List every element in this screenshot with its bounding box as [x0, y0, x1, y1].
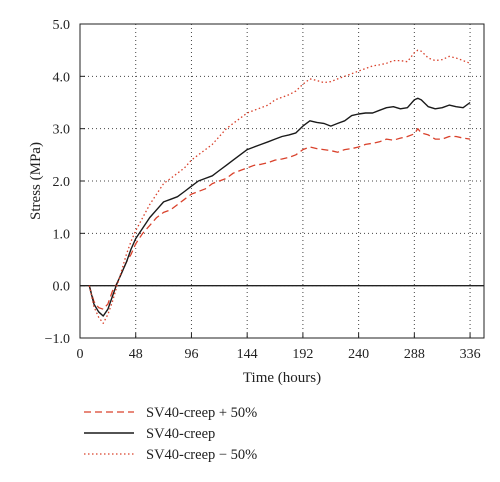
legend-label-1: SV40-creep [146, 426, 215, 442]
x-tick-label-1: 48 [129, 347, 143, 362]
y-tick-labels: −1.0 0.0 1.0 2.0 3.0 4.0 5.0 [45, 18, 70, 347]
x-tick-label-6: 288 [404, 347, 425, 362]
legend-label-0: SV40-creep + 50% [146, 405, 257, 421]
x-tick-label-7: 336 [460, 347, 481, 362]
y-tick-label-6: 5.0 [53, 18, 71, 33]
x-tick-label-0: 0 [77, 347, 84, 362]
y-tick-label-0: −1.0 [45, 332, 70, 347]
y-tick-label-3: 2.0 [53, 175, 71, 190]
series-lines [88, 49, 471, 324]
legend: SV40-creep + 50% SV40-creep SV40-creep − 5… [84, 405, 257, 463]
x-tick-label-4: 192 [292, 347, 313, 362]
x-axis-title: Time (hours) [243, 370, 321, 386]
tick-marks [79, 23, 471, 339]
y-tick-label-5: 4.0 [53, 70, 71, 85]
y-tick-label-2: 1.0 [53, 227, 71, 242]
series-line-0 [88, 128, 471, 310]
x-tick-labels: 0 48 96 144 192 240 288 336 [77, 347, 481, 362]
x-tick-label-2: 96 [184, 347, 198, 362]
series-line-1 [88, 97, 471, 317]
y-tick-label-4: 3.0 [53, 123, 71, 138]
grid [80, 24, 484, 338]
legend-label-2: SV40-creep − 50% [146, 447, 257, 463]
y-tick-label-1: 0.0 [53, 280, 71, 295]
x-tick-label-3: 144 [237, 347, 258, 362]
x-tick-label-5: 240 [348, 347, 369, 362]
y-axis-title: Stress (MPa) [28, 142, 44, 220]
series-line-2 [88, 49, 471, 324]
